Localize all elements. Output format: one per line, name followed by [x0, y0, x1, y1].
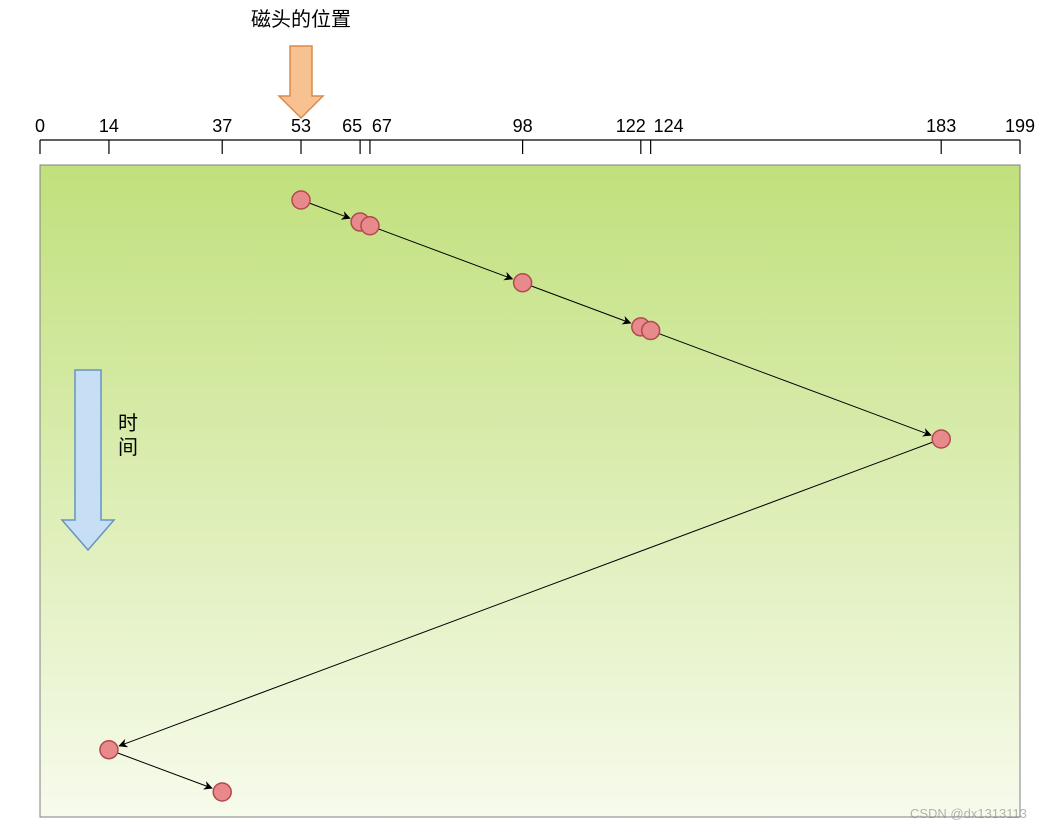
axis-tick-label: 65 — [342, 116, 362, 136]
axis-tick-label: 124 — [654, 116, 684, 136]
track-node — [361, 217, 379, 235]
track-node — [100, 741, 118, 759]
track-node — [642, 322, 660, 340]
axis-tick-label: 0 — [35, 116, 45, 136]
axis-tick-label: 122 — [616, 116, 646, 136]
axis-tick-label: 199 — [1005, 116, 1035, 136]
time-label-char: 间 — [118, 436, 138, 459]
track-node — [292, 191, 310, 209]
axis-tick-label: 67 — [372, 116, 392, 136]
plot-area — [40, 165, 1020, 817]
diagram-svg: 0143753656798122124183199磁头的位置时间 — [0, 0, 1037, 827]
axis-tick-label: 183 — [926, 116, 956, 136]
watermark: CSDN @dx1313113 — [910, 806, 1027, 821]
track-node — [932, 430, 950, 448]
track-node — [213, 783, 231, 801]
track-node — [514, 274, 532, 292]
axis-tick-label: 98 — [513, 116, 533, 136]
head-arrow-icon — [279, 46, 323, 118]
head-position-label: 磁头的位置 — [251, 8, 351, 31]
axis-tick-label: 14 — [99, 116, 119, 136]
axis-tick-label: 37 — [212, 116, 232, 136]
time-label-char: 时 — [118, 412, 138, 435]
diagram-container: 0143753656798122124183199磁头的位置时间 CSDN @d… — [0, 0, 1037, 827]
